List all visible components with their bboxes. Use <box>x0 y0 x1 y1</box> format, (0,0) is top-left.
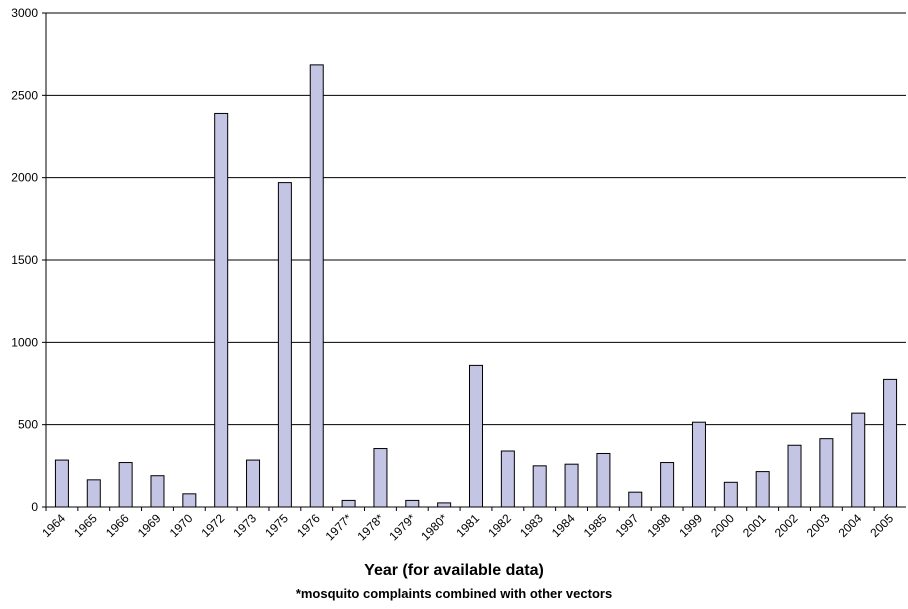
x-tick-label: 1966 <box>103 511 132 540</box>
bar-1969 <box>150 475 165 508</box>
x-axis-title: Year (for available data) <box>364 562 544 579</box>
y-axis-ticks: 0 500 1000 1500 2000 2500 3000 <box>11 6 46 514</box>
bar-1965 <box>86 479 101 508</box>
bar-2001 <box>755 471 770 508</box>
bar-1977-star <box>341 499 356 508</box>
bar-1998 <box>660 462 675 508</box>
x-tick-label: 1985 <box>581 511 610 540</box>
bar-2000 <box>723 481 738 508</box>
y-tick-label: 2000 <box>11 171 38 185</box>
x-tick-label: 1997 <box>613 511 642 540</box>
bar-1973 <box>246 459 261 508</box>
gridlines <box>46 12 906 426</box>
x-tick-label: 2005 <box>867 511 896 540</box>
x-tick-label: 1979* <box>386 511 418 543</box>
x-tick-label: 1981 <box>453 511 482 540</box>
x-tick-label: 2001 <box>740 511 769 540</box>
bar-1976 <box>309 64 324 508</box>
bar-2005 <box>883 378 898 508</box>
bar-1964 <box>54 459 69 508</box>
x-tick-label: 1969 <box>135 511 164 540</box>
bars <box>54 64 898 508</box>
bar-2003 <box>819 438 834 508</box>
bar-1980-star <box>437 502 452 508</box>
footnote: *mosquito complaints combined with other… <box>295 586 613 601</box>
bar-1984 <box>564 463 579 508</box>
y-tick-label: 0 <box>31 500 38 514</box>
x-tick-label: 1977* <box>323 511 355 543</box>
x-tick-label: 1964 <box>39 511 68 540</box>
x-tick-label: 1983 <box>517 511 546 540</box>
bar-1982 <box>500 450 515 508</box>
x-tick-label: 1975 <box>262 511 291 540</box>
bar-1979-star <box>405 499 420 508</box>
y-tick-label: 2500 <box>11 88 38 102</box>
bar-1966 <box>118 462 133 508</box>
bar-2004 <box>851 412 866 508</box>
y-tick-label: 1000 <box>11 335 38 349</box>
x-tick-label: 1970 <box>167 511 196 540</box>
bar-1978-star <box>373 448 388 508</box>
y-tick-label: 500 <box>18 418 38 432</box>
bar-2002 <box>787 444 802 508</box>
y-tick-label: 1500 <box>11 253 38 267</box>
x-tick-label: 1982 <box>485 511 514 540</box>
x-tick-label: 1998 <box>644 511 673 540</box>
x-tick-label: 2000 <box>708 511 737 540</box>
bar-1970 <box>182 493 197 508</box>
x-tick-label: 1972 <box>199 511 228 540</box>
x-tick-label: 1965 <box>71 511 100 540</box>
x-tick-label: 1984 <box>549 511 578 540</box>
x-tick-label: 1980* <box>418 511 450 543</box>
bar-1981 <box>469 364 483 508</box>
x-tick-label: 1978* <box>354 511 386 543</box>
x-tick-label: 1973 <box>230 511 259 540</box>
y-tick-label: 3000 <box>11 6 38 20</box>
x-tick-label: 2002 <box>772 511 801 540</box>
x-tick-label: 1976 <box>294 511 323 540</box>
bar-1985 <box>596 452 611 508</box>
x-tick-label: 2003 <box>804 511 833 540</box>
x-tick-label: 2004 <box>836 511 865 540</box>
bar-1975 <box>277 182 292 508</box>
bar-1972 <box>214 112 229 508</box>
bar-1999 <box>691 421 706 508</box>
bar-1983 <box>532 465 547 508</box>
x-tick-label: 1999 <box>676 511 705 540</box>
x-axis-ticks: 1964 1965 1966 1969 1970 1972 1973 1975 1976 1977… <box>39 507 896 543</box>
bar-1997 <box>628 491 643 508</box>
